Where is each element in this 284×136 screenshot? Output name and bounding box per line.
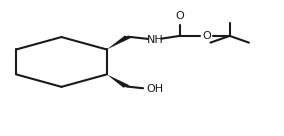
Text: OH: OH: [147, 84, 164, 94]
Text: O: O: [202, 31, 211, 41]
Text: NH: NH: [147, 35, 163, 45]
Polygon shape: [107, 35, 131, 50]
Polygon shape: [107, 74, 130, 88]
Text: O: O: [175, 11, 184, 21]
